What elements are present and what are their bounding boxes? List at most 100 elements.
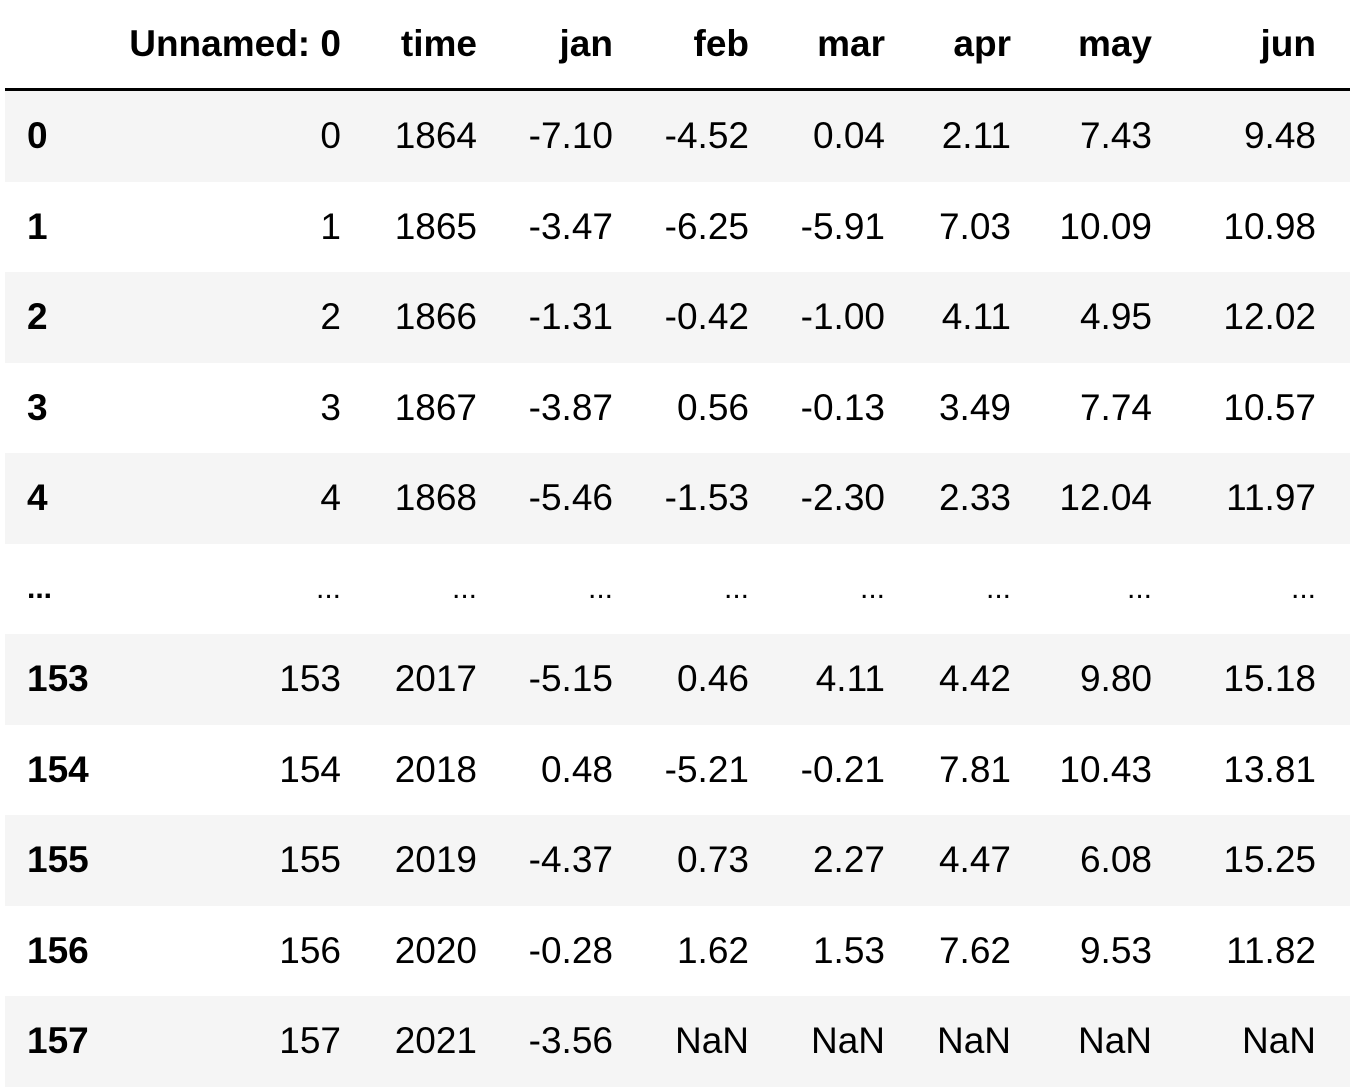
cell-unnamed-0: 153 bbox=[279, 658, 341, 700]
column-header-time: time bbox=[375, 0, 511, 91]
cell-apr: 2.11 bbox=[941, 115, 1011, 157]
cell-feb: 1.62 bbox=[676, 929, 749, 971]
table-row: 3 3 1867 -3.87 0.56 -0.13 3.49 7.74 10.57 bbox=[5, 362, 1350, 453]
cell-apr: 3.49 bbox=[938, 386, 1011, 428]
row-index-cell: ... bbox=[27, 571, 53, 605]
cell-unnamed-0: 1 bbox=[320, 205, 341, 247]
cell-apr: 7.81 bbox=[938, 748, 1011, 790]
table-row: 154 154 2018 0.48 -5.21 -0.21 7.81 10.43 13.81 bbox=[5, 724, 1350, 815]
cell-jan: -4.37 bbox=[528, 839, 613, 881]
cell-unnamed-0: 154 bbox=[279, 748, 341, 790]
cell-may: 6.08 bbox=[1079, 839, 1152, 881]
cell-unnamed-0: 155 bbox=[279, 839, 341, 881]
cell-jan: -3.47 bbox=[528, 205, 613, 247]
column-header-may: may bbox=[1041, 0, 1186, 91]
row-index-cell: 153 bbox=[27, 658, 89, 700]
cell-jun: 15.18 bbox=[1223, 658, 1316, 700]
cell-feb: -1.53 bbox=[664, 477, 749, 519]
cell-unnamed-0: ... bbox=[315, 571, 341, 605]
cell-jan: 0.48 bbox=[540, 748, 613, 790]
table-row: 157 157 2021 -3.56 NaN NaN NaN NaN NaN bbox=[5, 996, 1350, 1087]
table-row: 156 156 2020 -0.28 1.62 1.53 7.62 9.53 11.82 bbox=[5, 905, 1350, 996]
column-header-jun: jun bbox=[1186, 0, 1350, 91]
cell-jun: 15.25 bbox=[1223, 839, 1316, 881]
cell-feb: -0.42 bbox=[664, 296, 749, 338]
cell-apr: 4.42 bbox=[938, 658, 1011, 700]
row-index-cell: 155 bbox=[27, 839, 89, 881]
cell-apr: 2.33 bbox=[938, 477, 1011, 519]
column-header-unnamed-0: Unnamed: 0 bbox=[119, 0, 375, 91]
cell-mar: -0.13 bbox=[800, 386, 885, 428]
cell-feb: -6.25 bbox=[664, 205, 749, 247]
cell-jan: -3.87 bbox=[528, 386, 613, 428]
cell-time: 1867 bbox=[394, 386, 477, 428]
cell-time: 2020 bbox=[394, 929, 477, 971]
cell-jun: 12.02 bbox=[1223, 296, 1316, 338]
cell-jan: -5.15 bbox=[528, 658, 613, 700]
cell-mar: -5.91 bbox=[800, 205, 885, 247]
cell-time: 2018 bbox=[394, 748, 477, 790]
table-row: 155 155 2019 -4.37 0.73 2.27 4.47 6.08 15.25 bbox=[5, 815, 1350, 906]
cell-mar: -1.00 bbox=[800, 296, 885, 338]
cell-mar: -0.21 bbox=[800, 748, 885, 790]
cell-may: 7.74 bbox=[1079, 386, 1152, 428]
cell-jun: 11.82 bbox=[1226, 929, 1316, 971]
row-index-cell: 4 bbox=[27, 477, 48, 519]
cell-mar: 0.04 bbox=[812, 115, 885, 157]
cell-unnamed-0: 2 bbox=[320, 296, 341, 338]
cell-unnamed-0: 157 bbox=[279, 1020, 341, 1062]
table-row: 0 0 1864 -7.10 -4.52 0.04 2.11 7.43 9.48 bbox=[5, 89, 1350, 182]
cell-apr: 7.62 bbox=[938, 929, 1011, 971]
table-row: 1 1 1865 -3.47 -6.25 -5.91 7.03 10.09 10.98 bbox=[5, 181, 1350, 272]
row-index-cell: 156 bbox=[27, 929, 89, 971]
cell-time: 1864 bbox=[394, 115, 477, 157]
row-index-cell: 157 bbox=[27, 1020, 89, 1062]
header-row: Unnamed: 0 time jan feb mar apr may jun bbox=[5, 0, 1350, 91]
table-row: 153 153 2017 -5.15 0.46 4.11 4.42 9.80 15.18 bbox=[5, 634, 1350, 725]
cell-apr: 7.03 bbox=[938, 205, 1011, 247]
cell-jan: -7.10 bbox=[528, 115, 613, 157]
cell-may: 7.43 bbox=[1079, 115, 1152, 157]
cell-jan: -0.28 bbox=[528, 929, 613, 971]
cell-time: 2017 bbox=[394, 658, 477, 700]
cell-may: NaN bbox=[1077, 1020, 1152, 1062]
cell-feb: 0.46 bbox=[676, 658, 749, 700]
cell-time: ... bbox=[451, 571, 477, 605]
cell-jun: 11.97 bbox=[1226, 477, 1316, 519]
cell-may: 9.53 bbox=[1079, 929, 1152, 971]
cell-mar: ... bbox=[859, 571, 885, 605]
cell-mar: 1.53 bbox=[812, 929, 885, 971]
cell-feb: -4.52 bbox=[664, 115, 749, 157]
cell-feb: 0.56 bbox=[676, 386, 749, 428]
cell-feb: -5.21 bbox=[664, 748, 749, 790]
cell-apr: 4.47 bbox=[938, 839, 1011, 881]
cell-unnamed-0: 3 bbox=[320, 386, 341, 428]
dataframe-output: Unnamed: 0 time jan feb mar apr may jun … bbox=[5, 0, 1350, 1087]
cell-unnamed-0: 156 bbox=[279, 929, 341, 971]
cell-jun: 9.48 bbox=[1243, 115, 1316, 157]
row-index-cell: 0 bbox=[27, 115, 48, 157]
cell-jun: ... bbox=[1290, 571, 1316, 605]
row-index-cell: 2 bbox=[27, 296, 48, 338]
cell-feb: NaN bbox=[674, 1020, 749, 1062]
index-header bbox=[5, 0, 119, 91]
dataframe-table: Unnamed: 0 time jan feb mar apr may jun … bbox=[5, 0, 1350, 1087]
row-index-cell: 3 bbox=[27, 386, 48, 428]
cell-may: 9.80 bbox=[1079, 658, 1152, 700]
cell-may: 10.09 bbox=[1059, 205, 1152, 247]
column-header-feb: feb bbox=[647, 0, 783, 91]
cell-may: 10.43 bbox=[1059, 748, 1152, 790]
cell-mar: -2.30 bbox=[800, 477, 885, 519]
cell-apr: ... bbox=[985, 571, 1011, 605]
table-body: 0 0 1864 -7.10 -4.52 0.04 2.11 7.43 9.48 1 1 1865 -3… bbox=[5, 89, 1350, 1087]
cell-jan: -3.56 bbox=[528, 1020, 613, 1062]
cell-may: 12.04 bbox=[1059, 477, 1152, 519]
table-row: 4 4 1868 -5.46 -1.53 -2.30 2.33 12.04 11.97 bbox=[5, 453, 1350, 544]
cell-jan: ... bbox=[587, 571, 613, 605]
cell-unnamed-0: 4 bbox=[320, 477, 341, 519]
cell-feb: 0.73 bbox=[676, 839, 749, 881]
cell-mar: NaN bbox=[810, 1020, 885, 1062]
cell-feb: ... bbox=[723, 571, 749, 605]
table-row: ........................... bbox=[5, 543, 1350, 634]
column-header-mar: mar bbox=[783, 0, 919, 91]
